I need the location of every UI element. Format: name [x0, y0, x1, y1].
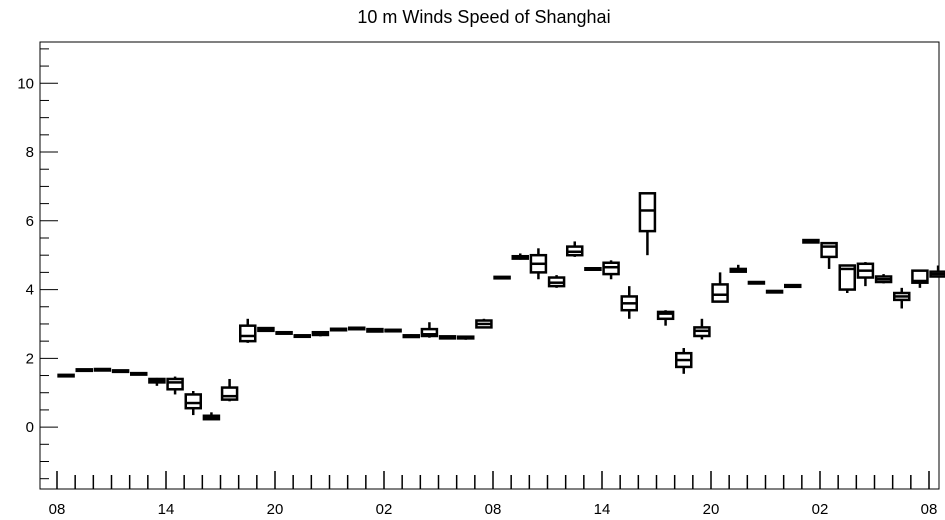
box-body — [184, 393, 202, 410]
y-tick-label: 0 — [26, 419, 34, 436]
box-13 — [275, 330, 293, 335]
box-4 — [111, 369, 130, 374]
box-33 — [638, 192, 657, 256]
box-2 — [75, 368, 93, 373]
box-body — [820, 241, 838, 259]
box-24 — [475, 318, 493, 329]
box-body — [420, 327, 439, 338]
box-14 — [293, 334, 311, 339]
chart-title: 10 m Winds Speed of Shanghai — [357, 7, 610, 27]
box-32 — [620, 286, 638, 319]
box-36 — [693, 318, 711, 340]
x-axis: 08 14 20 02 08 14 20 02 08 — [49, 471, 938, 518]
x-tick-label: 08 — [485, 501, 502, 518]
box-9 — [202, 412, 221, 421]
x-tick-label: 20 — [267, 501, 284, 518]
box-body — [711, 283, 729, 303]
box-38 — [729, 264, 747, 273]
box-48 — [911, 269, 929, 288]
box-23 — [457, 335, 475, 340]
box-body — [656, 310, 675, 321]
box-30 — [584, 267, 602, 272]
box-29 — [566, 241, 584, 257]
boxes — [57, 192, 945, 421]
box-1 — [57, 373, 75, 378]
x-tick-label: 02 — [812, 501, 829, 518]
box-44 — [838, 264, 856, 294]
x-tick-label: 14 — [594, 501, 611, 518]
box-body — [220, 386, 239, 401]
box-47 — [893, 287, 911, 309]
x-tick-label: 14 — [158, 501, 175, 518]
box-49 — [929, 265, 945, 278]
x-tick-label: 20 — [703, 501, 720, 518]
box-6 — [148, 377, 166, 386]
box-17 — [348, 326, 366, 331]
y-tick-label: 8 — [26, 144, 34, 161]
box-46 — [874, 274, 893, 284]
box-12 — [257, 326, 275, 333]
box-28 — [547, 275, 566, 288]
box-18 — [366, 327, 384, 333]
box-body — [166, 377, 184, 391]
box-40 — [765, 289, 784, 294]
y-tick-label: 4 — [26, 282, 34, 299]
box-body — [911, 269, 929, 284]
box-3 — [93, 367, 112, 372]
y-tick-label: 2 — [26, 350, 34, 367]
box-15 — [311, 330, 330, 337]
box-11 — [239, 318, 257, 343]
box-16 — [329, 327, 348, 332]
y-tick-label: 10 — [17, 75, 34, 92]
x-tick-label: 08 — [49, 501, 66, 518]
box-21 — [420, 322, 439, 338]
box-34 — [656, 310, 675, 326]
box-45 — [856, 262, 875, 287]
box-42 — [802, 238, 820, 244]
x-tick-label: 08 — [921, 501, 938, 518]
box-22 — [438, 335, 457, 340]
box-41 — [784, 283, 802, 289]
box-25 — [493, 275, 511, 280]
box-body — [239, 324, 257, 343]
box-body — [838, 264, 856, 291]
plot-frame — [39, 41, 940, 490]
box-10 — [220, 378, 239, 402]
box-5 — [130, 371, 148, 376]
box-31 — [602, 260, 620, 280]
y-axis: 0 2 4 6 8 10 — [17, 48, 58, 480]
box-7 — [166, 376, 184, 395]
box-43 — [820, 241, 838, 269]
box-27 — [529, 248, 548, 280]
box-20 — [402, 334, 420, 339]
y-tick-label: 6 — [26, 213, 34, 230]
box-26 — [511, 253, 529, 260]
box-35 — [675, 348, 693, 374]
box-37 — [711, 272, 729, 303]
box-39 — [747, 280, 766, 285]
box-8 — [184, 391, 202, 416]
box-19 — [384, 328, 402, 333]
x-tick-label: 02 — [376, 501, 393, 518]
box-body — [638, 192, 657, 233]
